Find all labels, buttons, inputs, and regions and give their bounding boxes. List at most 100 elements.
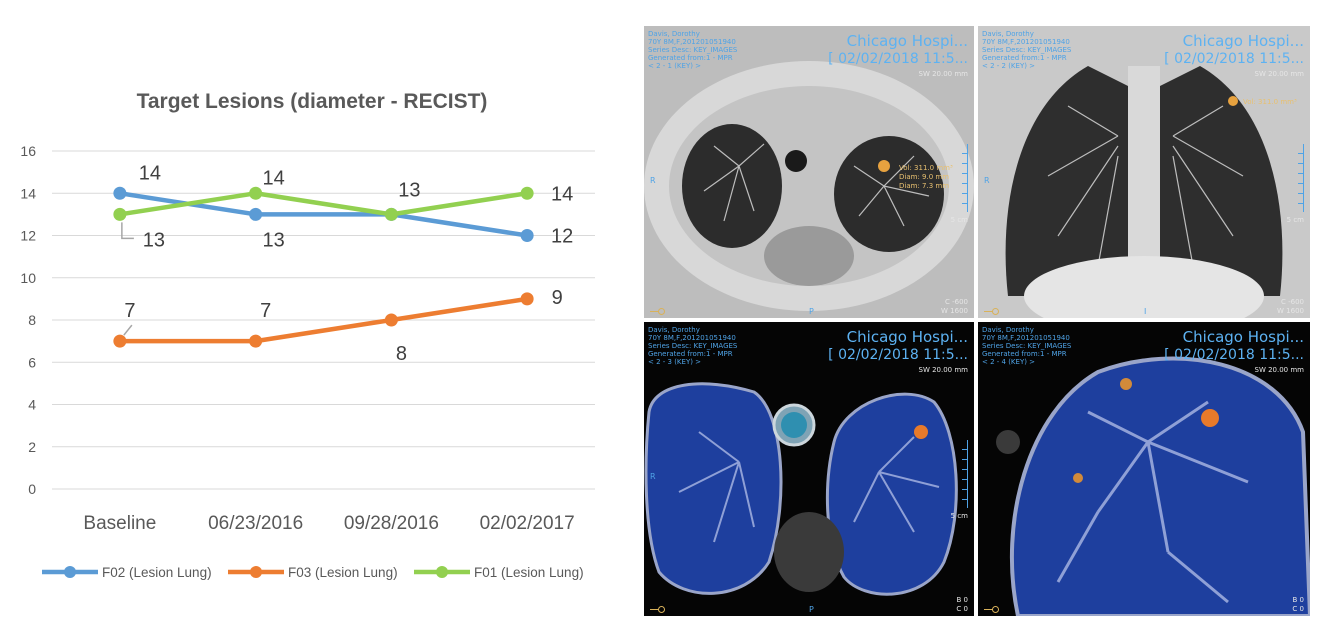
- series-line: [119, 296, 528, 344]
- y-tick-label: 0: [28, 481, 36, 497]
- ct-viewer-axial[interactable]: Davis, Dorothy 70Y 8M,F,201201051940 Ser…: [644, 26, 974, 318]
- ct-viewer-coronal[interactable]: Davis, Dorothy 70Y 8M,F,201201051940 Ser…: [978, 26, 1310, 318]
- data-label: 13: [143, 229, 165, 251]
- orientation-marker-bottom: P: [809, 307, 814, 316]
- x-axis-ticks: Baseline 06/23/2016 09/28/2016 02/02/2017: [83, 513, 574, 534]
- scale-bar: [1295, 144, 1304, 212]
- key-icon[interactable]: [984, 308, 999, 315]
- patient-info: Davis, Dorothy 70Y 8M,F,201201051940 Ser…: [982, 30, 1072, 70]
- y-tick-label: 4: [28, 397, 36, 413]
- data-point: [249, 334, 263, 348]
- window-level: B 0 C 0: [1292, 596, 1304, 613]
- legend: F02 (Lesion Lung) F03 (Lesion Lung) F01 (L…: [42, 565, 584, 580]
- data-label: 13: [398, 179, 420, 201]
- measurement-readout: Vol: 311.0 mm³ Diam: 9.0 mm Diam: 7.3 mm: [899, 164, 953, 190]
- legend-label: F03 (Lesion Lung): [288, 565, 398, 580]
- x-tick-label: 06/23/2016: [208, 513, 303, 534]
- patient-info: Davis, Dorothy 70Y 8M,F,201201051940 Ser…: [982, 326, 1072, 366]
- scale-label: 5 cm: [950, 512, 968, 520]
- y-tick-label: 12: [20, 228, 36, 244]
- y-tick-label: 16: [20, 143, 36, 159]
- series-nav[interactable]: < 2 - 3 (KEY) >: [648, 358, 702, 366]
- data-point: [520, 186, 534, 200]
- hospital-header: Chicago Hospi... [ 02/02/2018 11:5...: [1164, 328, 1304, 363]
- y-tick-label: 10: [20, 270, 36, 286]
- series-nav[interactable]: < 2 - 4 (KEY) >: [982, 358, 1036, 366]
- key-icon[interactable]: [984, 606, 999, 613]
- window-level: C -600 W 1600: [941, 298, 968, 315]
- lesion-line-chart: Target Lesions (diameter - RECIST) 0 2 4 6 8…: [20, 90, 595, 580]
- leader-line: [121, 222, 134, 240]
- series-lines: [113, 186, 534, 348]
- series-nav[interactable]: < 2 - 2 (KEY) >: [982, 62, 1036, 70]
- y-tick-label: 2: [28, 439, 36, 455]
- orientation-marker-bottom: I: [1144, 307, 1147, 316]
- leader-line: [123, 324, 133, 336]
- orientation-marker: R: [984, 176, 990, 185]
- 3d-viewer-axial[interactable]: Davis, Dorothy 70Y 8M,F,201201051940 Ser…: [644, 322, 974, 616]
- data-point: [520, 292, 534, 306]
- x-tick-label: Baseline: [83, 513, 156, 534]
- data-point: [113, 186, 127, 200]
- legend-label: F02 (Lesion Lung): [102, 565, 212, 580]
- data-point: [113, 334, 127, 348]
- orientation-marker-bottom: P: [809, 605, 814, 614]
- legend-marker: [436, 566, 448, 578]
- legend-label: F01 (Lesion Lung): [474, 565, 584, 580]
- x-tick-label: 02/02/2017: [480, 513, 575, 534]
- series-line: [119, 191, 528, 217]
- data-label: 9: [552, 287, 563, 309]
- key-icon[interactable]: [650, 606, 665, 613]
- data-point: [249, 207, 263, 221]
- chart-title: Target Lesions (diameter - RECIST): [137, 90, 488, 113]
- y-tick-label: 14: [20, 185, 36, 201]
- data-label: 14: [551, 183, 573, 205]
- measurement-readout: Vol: 311.0 mm³: [1243, 98, 1297, 106]
- data-labels: 14 13 12 7 7 8 9 13 14 13 14: [121, 162, 573, 365]
- scale-bar: [959, 144, 968, 212]
- y-axis-ticks: 0 2 4 6 8 10 12 14 16: [20, 143, 36, 497]
- window-level: C -600 W 1600: [1277, 298, 1304, 315]
- gridlines: [52, 150, 595, 490]
- data-label: 13: [263, 229, 285, 251]
- window-level: B 0 C 0: [956, 596, 968, 613]
- ct-coronal-image: [978, 26, 1310, 318]
- hospital-header: Chicago Hospi... [ 02/02/2018 11:5...: [828, 32, 968, 67]
- orientation-marker: R: [650, 176, 656, 185]
- data-label: 12: [551, 226, 573, 248]
- data-point: [113, 207, 127, 221]
- data-label: 14: [263, 167, 285, 189]
- data-point: [249, 186, 263, 200]
- legend-marker: [250, 566, 262, 578]
- x-tick-label: 09/28/2016: [344, 513, 439, 534]
- data-label: 7: [124, 300, 135, 322]
- series-line: [119, 191, 528, 238]
- 3d-viewer-closeup[interactable]: Davis, Dorothy 70Y 8M,F,201201051940 Ser…: [978, 322, 1310, 616]
- slice-width: SW 20.00 mm: [918, 70, 969, 78]
- data-point: [520, 229, 534, 242]
- y-tick-label: 6: [28, 354, 36, 370]
- data-label: 7: [260, 300, 271, 322]
- patient-info: Davis, Dorothy 70Y 8M,F,201201051940 Ser…: [648, 30, 738, 70]
- hospital-header: Chicago Hospi... [ 02/02/2018 11:5...: [828, 328, 968, 363]
- series-nav[interactable]: < 2 - 1 (KEY) >: [648, 62, 702, 70]
- data-label: 8: [396, 343, 407, 365]
- data-point: [384, 313, 398, 327]
- scale-label: 5 cm: [950, 216, 968, 224]
- ct-axial-image: [644, 26, 974, 318]
- key-icon[interactable]: [650, 308, 665, 315]
- legend-marker: [64, 566, 76, 578]
- slice-width: SW 20.00 mm: [918, 366, 969, 374]
- patient-info: Davis, Dorothy 70Y 8M,F,201201051940 Ser…: [648, 326, 738, 366]
- slice-width: SW 20.00 mm: [1254, 70, 1305, 78]
- y-tick-label: 8: [28, 312, 36, 328]
- scale-label: 5 cm: [1286, 216, 1304, 224]
- hospital-header: Chicago Hospi... [ 02/02/2018 11:5...: [1164, 32, 1304, 67]
- orientation-marker: R: [650, 472, 656, 481]
- slice-width: SW 20.00 mm: [1254, 366, 1305, 374]
- data-point: [384, 207, 398, 221]
- data-label: 14: [139, 162, 161, 184]
- 3d-closeup-render: [978, 322, 1310, 616]
- 3d-axial-render: [644, 322, 974, 616]
- scale-bar: [959, 440, 968, 508]
